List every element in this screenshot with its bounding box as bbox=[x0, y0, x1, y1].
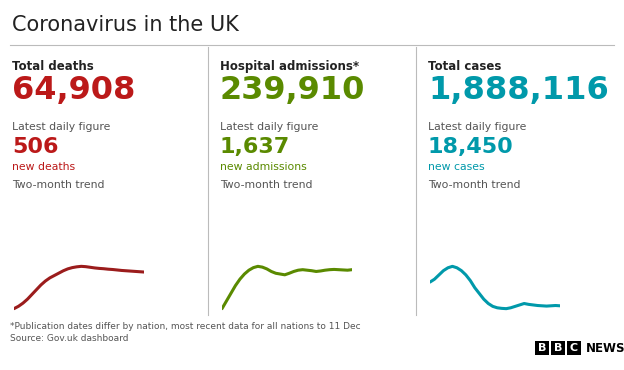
Text: Two-month trend: Two-month trend bbox=[428, 180, 520, 190]
Text: 64,908: 64,908 bbox=[12, 75, 135, 106]
Text: *Publication dates differ by nation, most recent data for all nations to 11 Dec: *Publication dates differ by nation, mos… bbox=[10, 322, 361, 331]
Text: Latest daily figure: Latest daily figure bbox=[12, 122, 110, 132]
Text: Total deaths: Total deaths bbox=[12, 60, 94, 73]
Text: Latest daily figure: Latest daily figure bbox=[428, 122, 527, 132]
Text: 239,910: 239,910 bbox=[220, 75, 366, 106]
Text: new cases: new cases bbox=[428, 162, 485, 172]
Text: Coronavirus in the UK: Coronavirus in the UK bbox=[12, 15, 239, 35]
Text: Hospital admissions*: Hospital admissions* bbox=[220, 60, 359, 73]
FancyBboxPatch shape bbox=[551, 341, 565, 355]
Text: C: C bbox=[570, 343, 578, 353]
Text: NEWS: NEWS bbox=[586, 342, 624, 354]
Text: B: B bbox=[554, 343, 562, 353]
Text: Latest daily figure: Latest daily figure bbox=[220, 122, 318, 132]
Text: 506: 506 bbox=[12, 137, 59, 157]
FancyBboxPatch shape bbox=[567, 341, 581, 355]
Text: Two-month trend: Two-month trend bbox=[12, 180, 104, 190]
Text: 1,888,116: 1,888,116 bbox=[428, 75, 609, 106]
Text: Source: Gov.uk dashboard: Source: Gov.uk dashboard bbox=[10, 334, 129, 343]
FancyBboxPatch shape bbox=[535, 341, 549, 355]
Text: new admissions: new admissions bbox=[220, 162, 307, 172]
Text: new deaths: new deaths bbox=[12, 162, 75, 172]
Text: Total cases: Total cases bbox=[428, 60, 501, 73]
Text: 1,637: 1,637 bbox=[220, 137, 290, 157]
Text: B: B bbox=[538, 343, 546, 353]
Text: Two-month trend: Two-month trend bbox=[220, 180, 313, 190]
Text: 18,450: 18,450 bbox=[428, 137, 514, 157]
